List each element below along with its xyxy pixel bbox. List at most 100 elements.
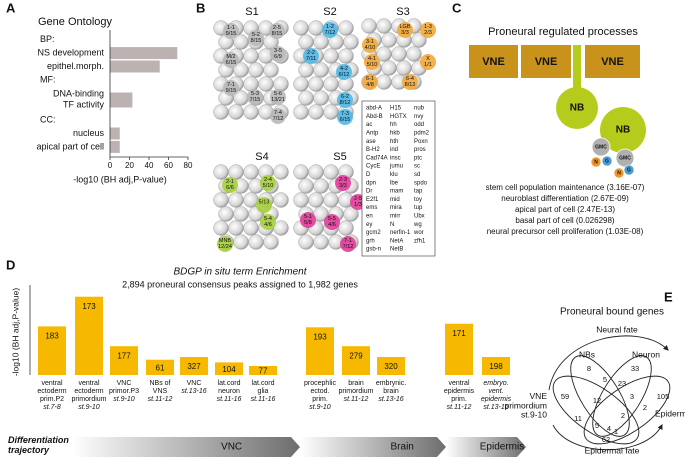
gmc-label: GMC (619, 155, 631, 161)
bar (110, 92, 133, 108)
gene-name: grh (366, 238, 375, 244)
vne-cell (521, 45, 571, 78)
cell-label: 1-1 9/15 (226, 25, 237, 37)
labelled-cell (270, 89, 286, 105)
cell-label: 6-1 4/8 (366, 76, 374, 88)
gene-name: E2f1 (366, 197, 379, 203)
gmc-cell (591, 137, 611, 157)
embryo-cell (323, 76, 339, 92)
embryo-cell (213, 164, 229, 180)
bar-count: 320 (384, 362, 398, 371)
gene-name: Dr (366, 189, 372, 195)
cell-label: 1-2 7/12 (325, 24, 336, 36)
labelled-cell (223, 80, 239, 96)
gene-name: abd-A (366, 106, 382, 112)
embryo-cell (313, 62, 329, 78)
cell-label: 6-4 8/13 (405, 76, 416, 88)
labelled-cell (247, 89, 263, 105)
bar (482, 357, 510, 375)
embryo-cell (213, 192, 229, 208)
labelled-cell (248, 30, 264, 46)
stage-title: S1 (245, 6, 258, 18)
stage-label: st.11-16 (217, 396, 242, 403)
bar (342, 346, 370, 375)
gene-name: insc (390, 155, 401, 161)
set-label: Epidermis (655, 408, 685, 418)
labelled-cell (337, 92, 353, 108)
labelled-cell (336, 64, 352, 80)
gene-name: wg (413, 222, 422, 228)
category-label: VNC primor.P3 (109, 380, 139, 395)
g-label: G (605, 158, 609, 164)
embryo-cell (396, 60, 412, 76)
gene-name: tap (414, 189, 423, 195)
embryo-cell (323, 192, 339, 208)
embryo-cell (273, 220, 289, 236)
embryo-cell (233, 234, 249, 250)
gene-name: Ubx (414, 213, 425, 219)
gene-name: lbe (390, 180, 399, 186)
embryo-cell (233, 206, 249, 222)
gene-name: klu (390, 172, 398, 178)
embryo-cell (376, 18, 392, 34)
stage-title: S5 (333, 151, 346, 163)
embryo-cell (308, 192, 324, 208)
nb-cell (600, 107, 646, 153)
n-cell (590, 156, 602, 168)
venn-count: 12 (593, 396, 601, 405)
gene-name: sd (414, 172, 420, 178)
cell-label: 7-1 7/12 (343, 238, 354, 250)
labelled-cell (303, 48, 319, 64)
gene-name: ac (366, 122, 372, 128)
bar-count: 61 (156, 363, 165, 372)
n-cell (613, 167, 625, 179)
embryo-cell (298, 34, 314, 50)
fate-label: Neural fate (596, 324, 638, 334)
cell-label: 7-3 6/15 (340, 111, 351, 123)
nb-cell (556, 87, 598, 129)
venn-count: 105 (657, 392, 670, 401)
nb-stem (573, 45, 581, 95)
embryo-cell (273, 164, 289, 180)
gene-name: Cad74A (366, 155, 388, 161)
embryo-cell (298, 62, 314, 78)
gene-name: D (366, 172, 371, 178)
embryo-cell (298, 90, 314, 106)
gene-name: hth (390, 139, 398, 145)
labelled-cell (337, 109, 353, 125)
bar-count: 279 (349, 351, 363, 360)
x-tick-label: 60 (164, 161, 173, 170)
venn-count: 3 (630, 392, 634, 401)
cell-label: 2-1 6/6 (226, 179, 234, 191)
bar-count: 327 (187, 362, 201, 371)
gene-name: ase (366, 139, 376, 145)
embryo-cell (376, 74, 392, 90)
category-label: NS development (37, 47, 104, 57)
embryo-cell (243, 48, 259, 64)
bar-count: 177 (117, 351, 131, 360)
set-label: NBs (579, 349, 595, 359)
cell-label: 5-2 8/15 (251, 32, 262, 44)
cell-label: 2-2 7/11 (306, 50, 316, 62)
fate-arrow (552, 424, 663, 451)
category-label: lat.cord neuron (218, 380, 241, 395)
gene-name: toy (414, 197, 422, 203)
gene-name: Poxn (414, 139, 428, 145)
bar (110, 60, 160, 73)
gene-name: nub (414, 106, 425, 112)
embryo-cell (213, 104, 229, 120)
bar (110, 127, 120, 140)
panel-title: Proneural regulated processes (488, 26, 638, 38)
category-label: lat.cord glia (252, 380, 275, 395)
process-term: neural precursor cell proliferation (1.0… (487, 227, 644, 236)
bar (110, 47, 178, 60)
panel-title: Proneural bound genes (560, 307, 664, 318)
embryo-cell (293, 104, 309, 120)
trajectory-arrow (446, 437, 526, 457)
group-label: Brain (391, 442, 414, 453)
embryo-cell (298, 234, 314, 250)
venn-count: 5 (603, 375, 607, 384)
embryo-cell (218, 206, 234, 222)
labelled-cell (270, 108, 286, 124)
